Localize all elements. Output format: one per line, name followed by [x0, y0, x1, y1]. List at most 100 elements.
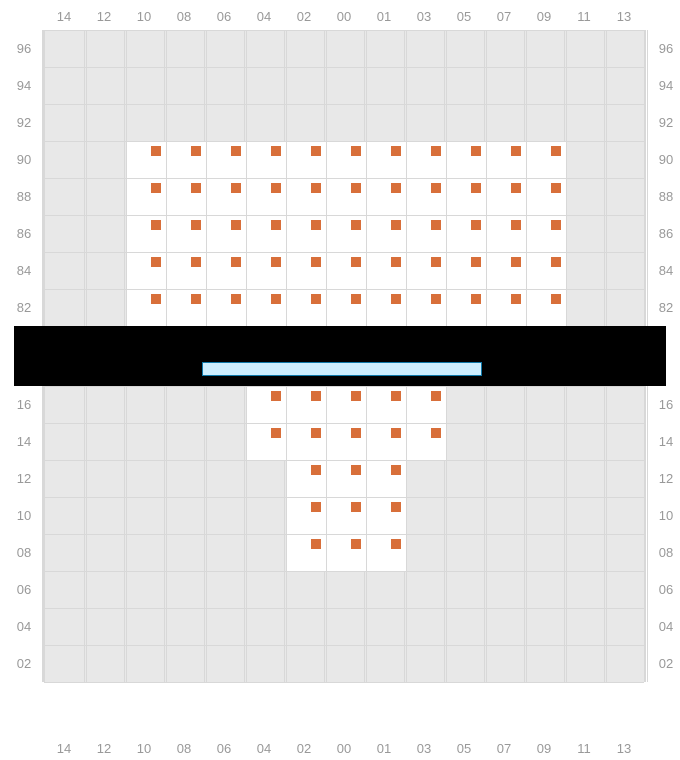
rack-cell[interactable]	[527, 142, 566, 178]
rack-marker-icon	[151, 294, 161, 304]
row-label-left: 14	[12, 435, 36, 448]
row-label-right: 14	[654, 435, 678, 448]
rack-cell[interactable]	[287, 424, 326, 460]
rack-cell[interactable]	[327, 216, 366, 252]
rack-cell[interactable]	[127, 290, 166, 326]
rack-cell[interactable]	[327, 535, 366, 571]
row-label-left: 16	[12, 398, 36, 411]
row-label-left: 12	[12, 472, 36, 485]
rack-cell[interactable]	[407, 387, 446, 423]
rack-cell[interactable]	[167, 179, 206, 215]
rack-cell[interactable]	[207, 216, 246, 252]
rack-marker-icon	[391, 294, 401, 304]
row-label-left: 96	[12, 42, 36, 55]
rack-cell[interactable]	[407, 216, 446, 252]
rack-cell[interactable]	[167, 253, 206, 289]
row-label-right: 86	[654, 227, 678, 240]
rack-cell[interactable]	[487, 253, 526, 289]
rack-cell[interactable]	[167, 290, 206, 326]
rack-cell[interactable]	[327, 498, 366, 534]
rack-cell[interactable]	[167, 142, 206, 178]
rack-cell[interactable]	[527, 253, 566, 289]
rack-cell[interactable]	[327, 290, 366, 326]
rack-cell[interactable]	[287, 290, 326, 326]
rack-cell[interactable]	[327, 424, 366, 460]
row-label-right: 84	[654, 264, 678, 277]
rack-marker-icon	[431, 428, 441, 438]
rack-cell[interactable]	[247, 253, 286, 289]
rack-cell[interactable]	[447, 179, 486, 215]
rack-marker-icon	[351, 391, 361, 401]
col-label-top: 04	[252, 10, 276, 23]
rack-cell[interactable]	[247, 216, 286, 252]
rack-marker-icon	[551, 257, 561, 267]
rack-cell[interactable]	[527, 216, 566, 252]
rack-cell[interactable]	[207, 253, 246, 289]
rack-cell[interactable]	[407, 290, 446, 326]
rack-marker-icon	[391, 257, 401, 267]
rack-cell[interactable]	[367, 461, 406, 497]
rack-cell[interactable]	[447, 253, 486, 289]
rack-cell[interactable]	[167, 216, 206, 252]
rack-cell[interactable]	[367, 216, 406, 252]
rack-cell[interactable]	[527, 179, 566, 215]
rack-cell[interactable]	[287, 142, 326, 178]
rack-cell[interactable]	[367, 498, 406, 534]
rack-cell[interactable]	[287, 387, 326, 423]
rack-cell[interactable]	[327, 253, 366, 289]
rack-cell[interactable]	[247, 142, 286, 178]
rack-cell[interactable]	[407, 179, 446, 215]
rack-marker-icon	[311, 294, 321, 304]
rack-cell[interactable]	[247, 179, 286, 215]
rack-cell[interactable]	[487, 216, 526, 252]
rack-cell[interactable]	[447, 290, 486, 326]
rack-cell[interactable]	[247, 387, 286, 423]
rack-cell[interactable]	[367, 290, 406, 326]
rack-cell[interactable]	[407, 424, 446, 460]
rack-cell[interactable]	[487, 179, 526, 215]
rack-cell[interactable]	[207, 290, 246, 326]
rack-marker-icon	[471, 220, 481, 230]
rack-cell[interactable]	[247, 290, 286, 326]
rack-cell[interactable]	[327, 387, 366, 423]
rack-marker-icon	[471, 257, 481, 267]
rack-marker-icon	[551, 183, 561, 193]
rack-cell[interactable]	[447, 142, 486, 178]
rack-cell[interactable]	[287, 179, 326, 215]
rack-cell[interactable]	[247, 424, 286, 460]
row-label-left: 04	[12, 620, 36, 633]
row-label-left: 10	[12, 509, 36, 522]
row-label-left: 84	[12, 264, 36, 277]
rack-cell[interactable]	[207, 142, 246, 178]
row-label-right: 92	[654, 116, 678, 129]
rack-cell[interactable]	[287, 498, 326, 534]
rack-cell[interactable]	[327, 461, 366, 497]
rack-cell[interactable]	[287, 535, 326, 571]
rack-cell[interactable]	[367, 424, 406, 460]
rack-cell[interactable]	[127, 216, 166, 252]
rack-cell[interactable]	[287, 253, 326, 289]
rack-cell[interactable]	[487, 142, 526, 178]
rack-cell[interactable]	[367, 179, 406, 215]
rack-cell[interactable]	[127, 142, 166, 178]
rack-marker-icon	[471, 183, 481, 193]
rack-cell[interactable]	[487, 290, 526, 326]
rack-cell[interactable]	[287, 216, 326, 252]
rack-cell[interactable]	[327, 142, 366, 178]
rack-cell[interactable]	[407, 142, 446, 178]
rack-cell[interactable]	[127, 179, 166, 215]
rack-cell[interactable]	[527, 290, 566, 326]
rack-cell[interactable]	[407, 253, 446, 289]
rack-marker-icon	[431, 294, 441, 304]
rack-marker-icon	[391, 465, 401, 475]
col-label-bottom: 02	[292, 742, 316, 755]
rack-cell[interactable]	[367, 253, 406, 289]
rack-cell[interactable]	[127, 253, 166, 289]
rack-cell[interactable]	[287, 461, 326, 497]
rack-cell[interactable]	[207, 179, 246, 215]
rack-cell[interactable]	[367, 142, 406, 178]
rack-cell[interactable]	[367, 387, 406, 423]
rack-cell[interactable]	[447, 216, 486, 252]
rack-cell[interactable]	[367, 535, 406, 571]
rack-cell[interactable]	[327, 179, 366, 215]
